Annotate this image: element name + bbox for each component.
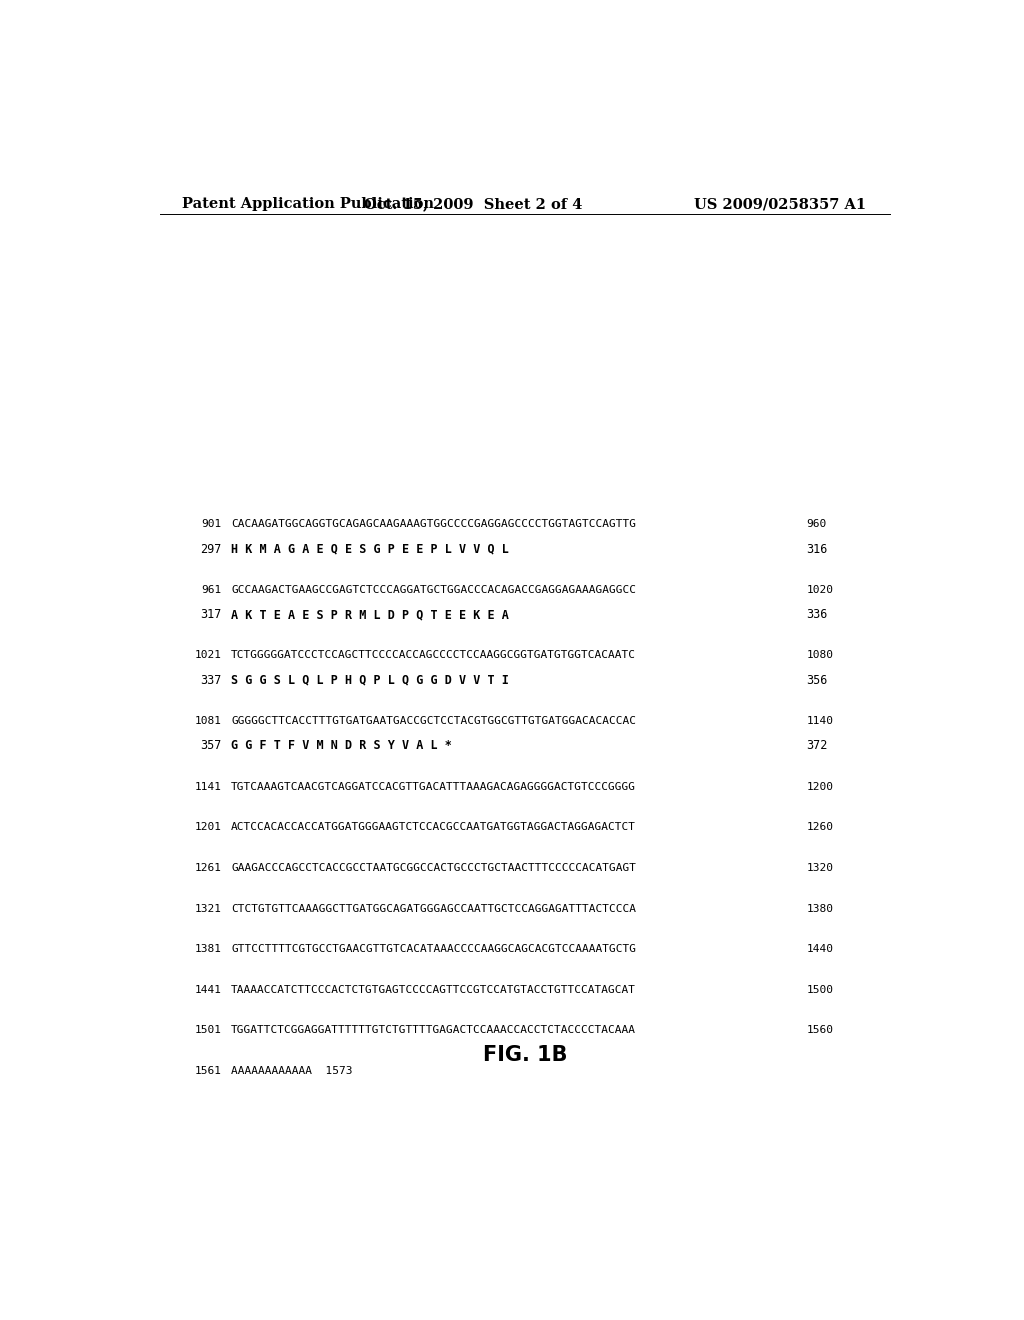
Text: 297: 297 bbox=[201, 543, 221, 556]
Text: FIG. 1B: FIG. 1B bbox=[482, 1045, 567, 1065]
Text: 1321: 1321 bbox=[195, 903, 221, 913]
Text: 1140: 1140 bbox=[807, 715, 834, 726]
Text: ACTCCACACCACCATGGATGGGAAGTCTCCACGCCAATGATGGTAGGACTAGGAGACTCT: ACTCCACACCACCATGGATGGGAAGTCTCCACGCCAATGA… bbox=[231, 822, 636, 832]
Text: 356: 356 bbox=[807, 673, 827, 686]
Text: 1320: 1320 bbox=[807, 863, 834, 873]
Text: 1441: 1441 bbox=[195, 985, 221, 995]
Text: TAAAACCATCTTCCCACTCTGTGAGTCCCCAGTTCCGTCCATGTACCTGTTCCATAGCAT: TAAAACCATCTTCCCACTCTGTGAGTCCCCAGTTCCGTCC… bbox=[231, 985, 636, 995]
Text: 1020: 1020 bbox=[807, 585, 834, 595]
Text: 1260: 1260 bbox=[807, 822, 834, 832]
Text: CTCTGTGTTCAAAGGCTTGATGGCAGATGGGAGCCAATTGCTCCAGGAGATTTACTCCCA: CTCTGTGTTCAAAGGCTTGATGGCAGATGGGAGCCAATTG… bbox=[231, 903, 636, 913]
Text: US 2009/0258357 A1: US 2009/0258357 A1 bbox=[694, 197, 866, 211]
Text: A K T E A E S P R M L D P Q T E E K E A: A K T E A E S P R M L D P Q T E E K E A bbox=[231, 609, 509, 622]
Text: G G F T F V M N D R S Y V A L *: G G F T F V M N D R S Y V A L * bbox=[231, 739, 452, 752]
Text: 1440: 1440 bbox=[807, 944, 834, 954]
Text: 337: 337 bbox=[201, 673, 221, 686]
Text: Patent Application Publication: Patent Application Publication bbox=[182, 197, 434, 211]
Text: 1501: 1501 bbox=[195, 1026, 221, 1035]
Text: 1381: 1381 bbox=[195, 944, 221, 954]
Text: 357: 357 bbox=[201, 739, 221, 752]
Text: TGGATTCTCGGAGGATTTTTTGTCTGTTTTGAGACTCCAAACCACCTCTACCCCTACAAA: TGGATTCTCGGAGGATTTTTTGTCTGTTTTGAGACTCCAA… bbox=[231, 1026, 636, 1035]
Text: 1081: 1081 bbox=[195, 715, 221, 726]
Text: 316: 316 bbox=[807, 543, 827, 556]
Text: 1500: 1500 bbox=[807, 985, 834, 995]
Text: 1080: 1080 bbox=[807, 651, 834, 660]
Text: AAAAAAAAAAAA  1573: AAAAAAAAAAAA 1573 bbox=[231, 1067, 352, 1076]
Text: 372: 372 bbox=[807, 739, 827, 752]
Text: 1200: 1200 bbox=[807, 781, 834, 792]
Text: 961: 961 bbox=[202, 585, 221, 595]
Text: GTTCCTTTTCGTGCCTGAACGTTGTCACATAAACCCCAAGGCAGCACGTCCAAAATGCTG: GTTCCTTTTCGTGCCTGAACGTTGTCACATAAACCCCAAG… bbox=[231, 944, 636, 954]
Text: S G G S L Q L P H Q P L Q G G D V V T I: S G G S L Q L P H Q P L Q G G D V V T I bbox=[231, 673, 509, 686]
Text: GGGGGCTTCACCTTTGTGATGAATGACCGCTCCTACGTGGCGTTGTGATGGACACACCAC: GGGGGCTTCACCTTTGTGATGAATGACCGCTCCTACGTGG… bbox=[231, 715, 636, 726]
Text: 1201: 1201 bbox=[195, 822, 221, 832]
Text: 1380: 1380 bbox=[807, 903, 834, 913]
Text: TCTGGGGGATCCCTCCAGCTTCCCCACCAGCCCCTCCAAGGCGGTGATGTGGTCACAATC: TCTGGGGGATCCCTCCAGCTTCCCCACCAGCCCCTCCAAG… bbox=[231, 651, 636, 660]
Text: H K M A G A E Q E S G P E E P L V V Q L: H K M A G A E Q E S G P E E P L V V Q L bbox=[231, 543, 509, 556]
Text: 960: 960 bbox=[807, 519, 826, 529]
Text: 1021: 1021 bbox=[195, 651, 221, 660]
Text: 336: 336 bbox=[807, 609, 827, 622]
Text: 1261: 1261 bbox=[195, 863, 221, 873]
Text: CACAAGATGGCAGGTGCAGAGCAAGAAAGTGGCCCCGAGGAGCCCCTGGTAGTCCAGTTG: CACAAGATGGCAGGTGCAGAGCAAGAAAGTGGCCCCGAGG… bbox=[231, 519, 636, 529]
Text: 1561: 1561 bbox=[195, 1067, 221, 1076]
Text: 1560: 1560 bbox=[807, 1026, 834, 1035]
Text: 901: 901 bbox=[202, 519, 221, 529]
Text: TGTCAAAGTCAACGTCAGGATCCACGTTGACATTTAAAGACAGAGGGGACTGTCCCGGGG: TGTCAAAGTCAACGTCAGGATCCACGTTGACATTTAAAGA… bbox=[231, 781, 636, 792]
Text: 1141: 1141 bbox=[195, 781, 221, 792]
Text: Oct. 15, 2009  Sheet 2 of 4: Oct. 15, 2009 Sheet 2 of 4 bbox=[364, 197, 583, 211]
Text: GAAGACCCAGCCTCACCGCCTAATGCGGCCACTGCCCTGCTAACTTTCCCCCACATGAGT: GAAGACCCAGCCTCACCGCCTAATGCGGCCACTGCCCTGC… bbox=[231, 863, 636, 873]
Text: GCCAAGACTGAAGCCGAGTCTCCCAGGATGCTGGACCCACAGACCGAGGAGAAAGAGGCC: GCCAAGACTGAAGCCGAGTCTCCCAGGATGCTGGACCCAC… bbox=[231, 585, 636, 595]
Text: 317: 317 bbox=[201, 609, 221, 622]
